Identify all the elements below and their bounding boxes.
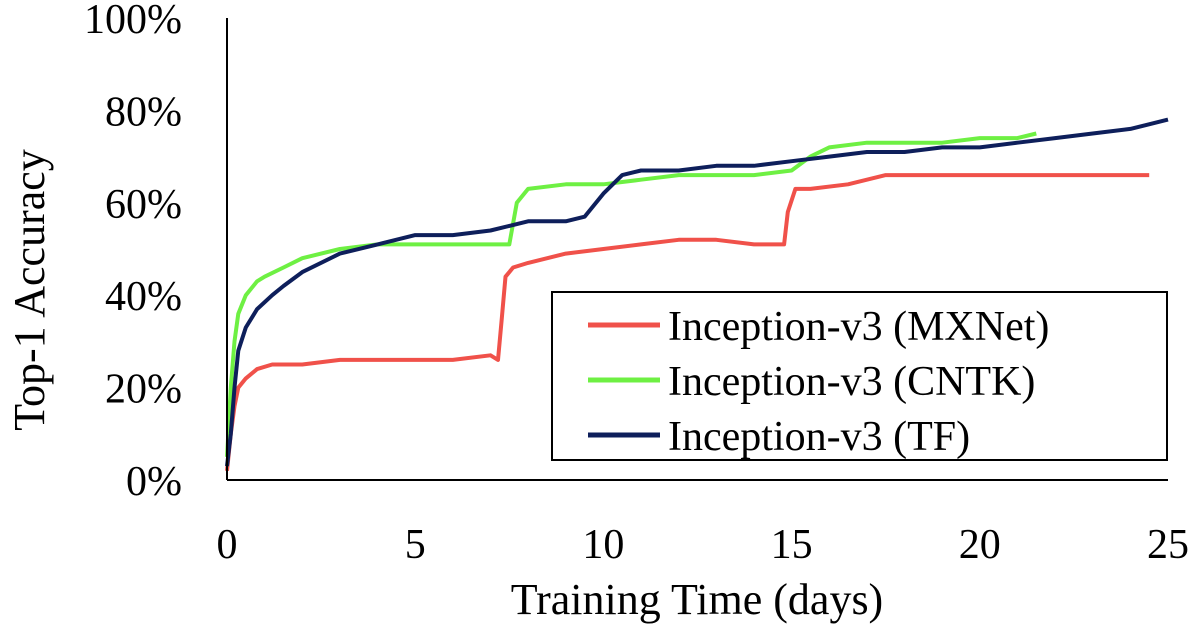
x-tick-label: 10 xyxy=(582,522,624,568)
x-tick-label: 0 xyxy=(217,522,238,568)
y-tick-label: 80% xyxy=(105,89,182,135)
y-tick-label: 20% xyxy=(105,367,182,413)
x-tick-labels: 0 5 10 15 20 25 xyxy=(217,522,1190,568)
x-tick-label: 20 xyxy=(959,522,1001,568)
x-tick-label: 25 xyxy=(1147,522,1189,568)
series-line-0 xyxy=(225,173,1150,472)
legend-label-1: Inception-v3 (CNTK) xyxy=(668,359,1035,405)
series-line-1 xyxy=(225,131,1037,458)
y-tick-labels: 0% 20% 40% 60% 80% 100% xyxy=(84,0,182,505)
x-tick-label: 15 xyxy=(771,522,813,568)
legend-box xyxy=(551,291,1168,461)
y-tick-label: 40% xyxy=(105,274,182,320)
y-tick-label: 0% xyxy=(126,459,182,505)
axes xyxy=(226,18,1168,481)
y-tick-label: 60% xyxy=(105,182,182,228)
y-axis-label: Top-1 Accuracy xyxy=(5,149,54,431)
series-line-2 xyxy=(225,117,1169,467)
legend-label-0: Inception-v3 (MXNet) xyxy=(668,304,1049,350)
y-tick-label: 100% xyxy=(84,0,182,43)
plot-lines xyxy=(225,117,1169,472)
legend-label-2: Inception-v3 (TF) xyxy=(668,414,970,460)
x-tick-label: 5 xyxy=(405,522,426,568)
legend: Inception-v3 (MXNet) Inception-v3 (CNTK) I… xyxy=(551,291,1168,461)
x-axis-label: Training Time (days) xyxy=(511,575,883,624)
